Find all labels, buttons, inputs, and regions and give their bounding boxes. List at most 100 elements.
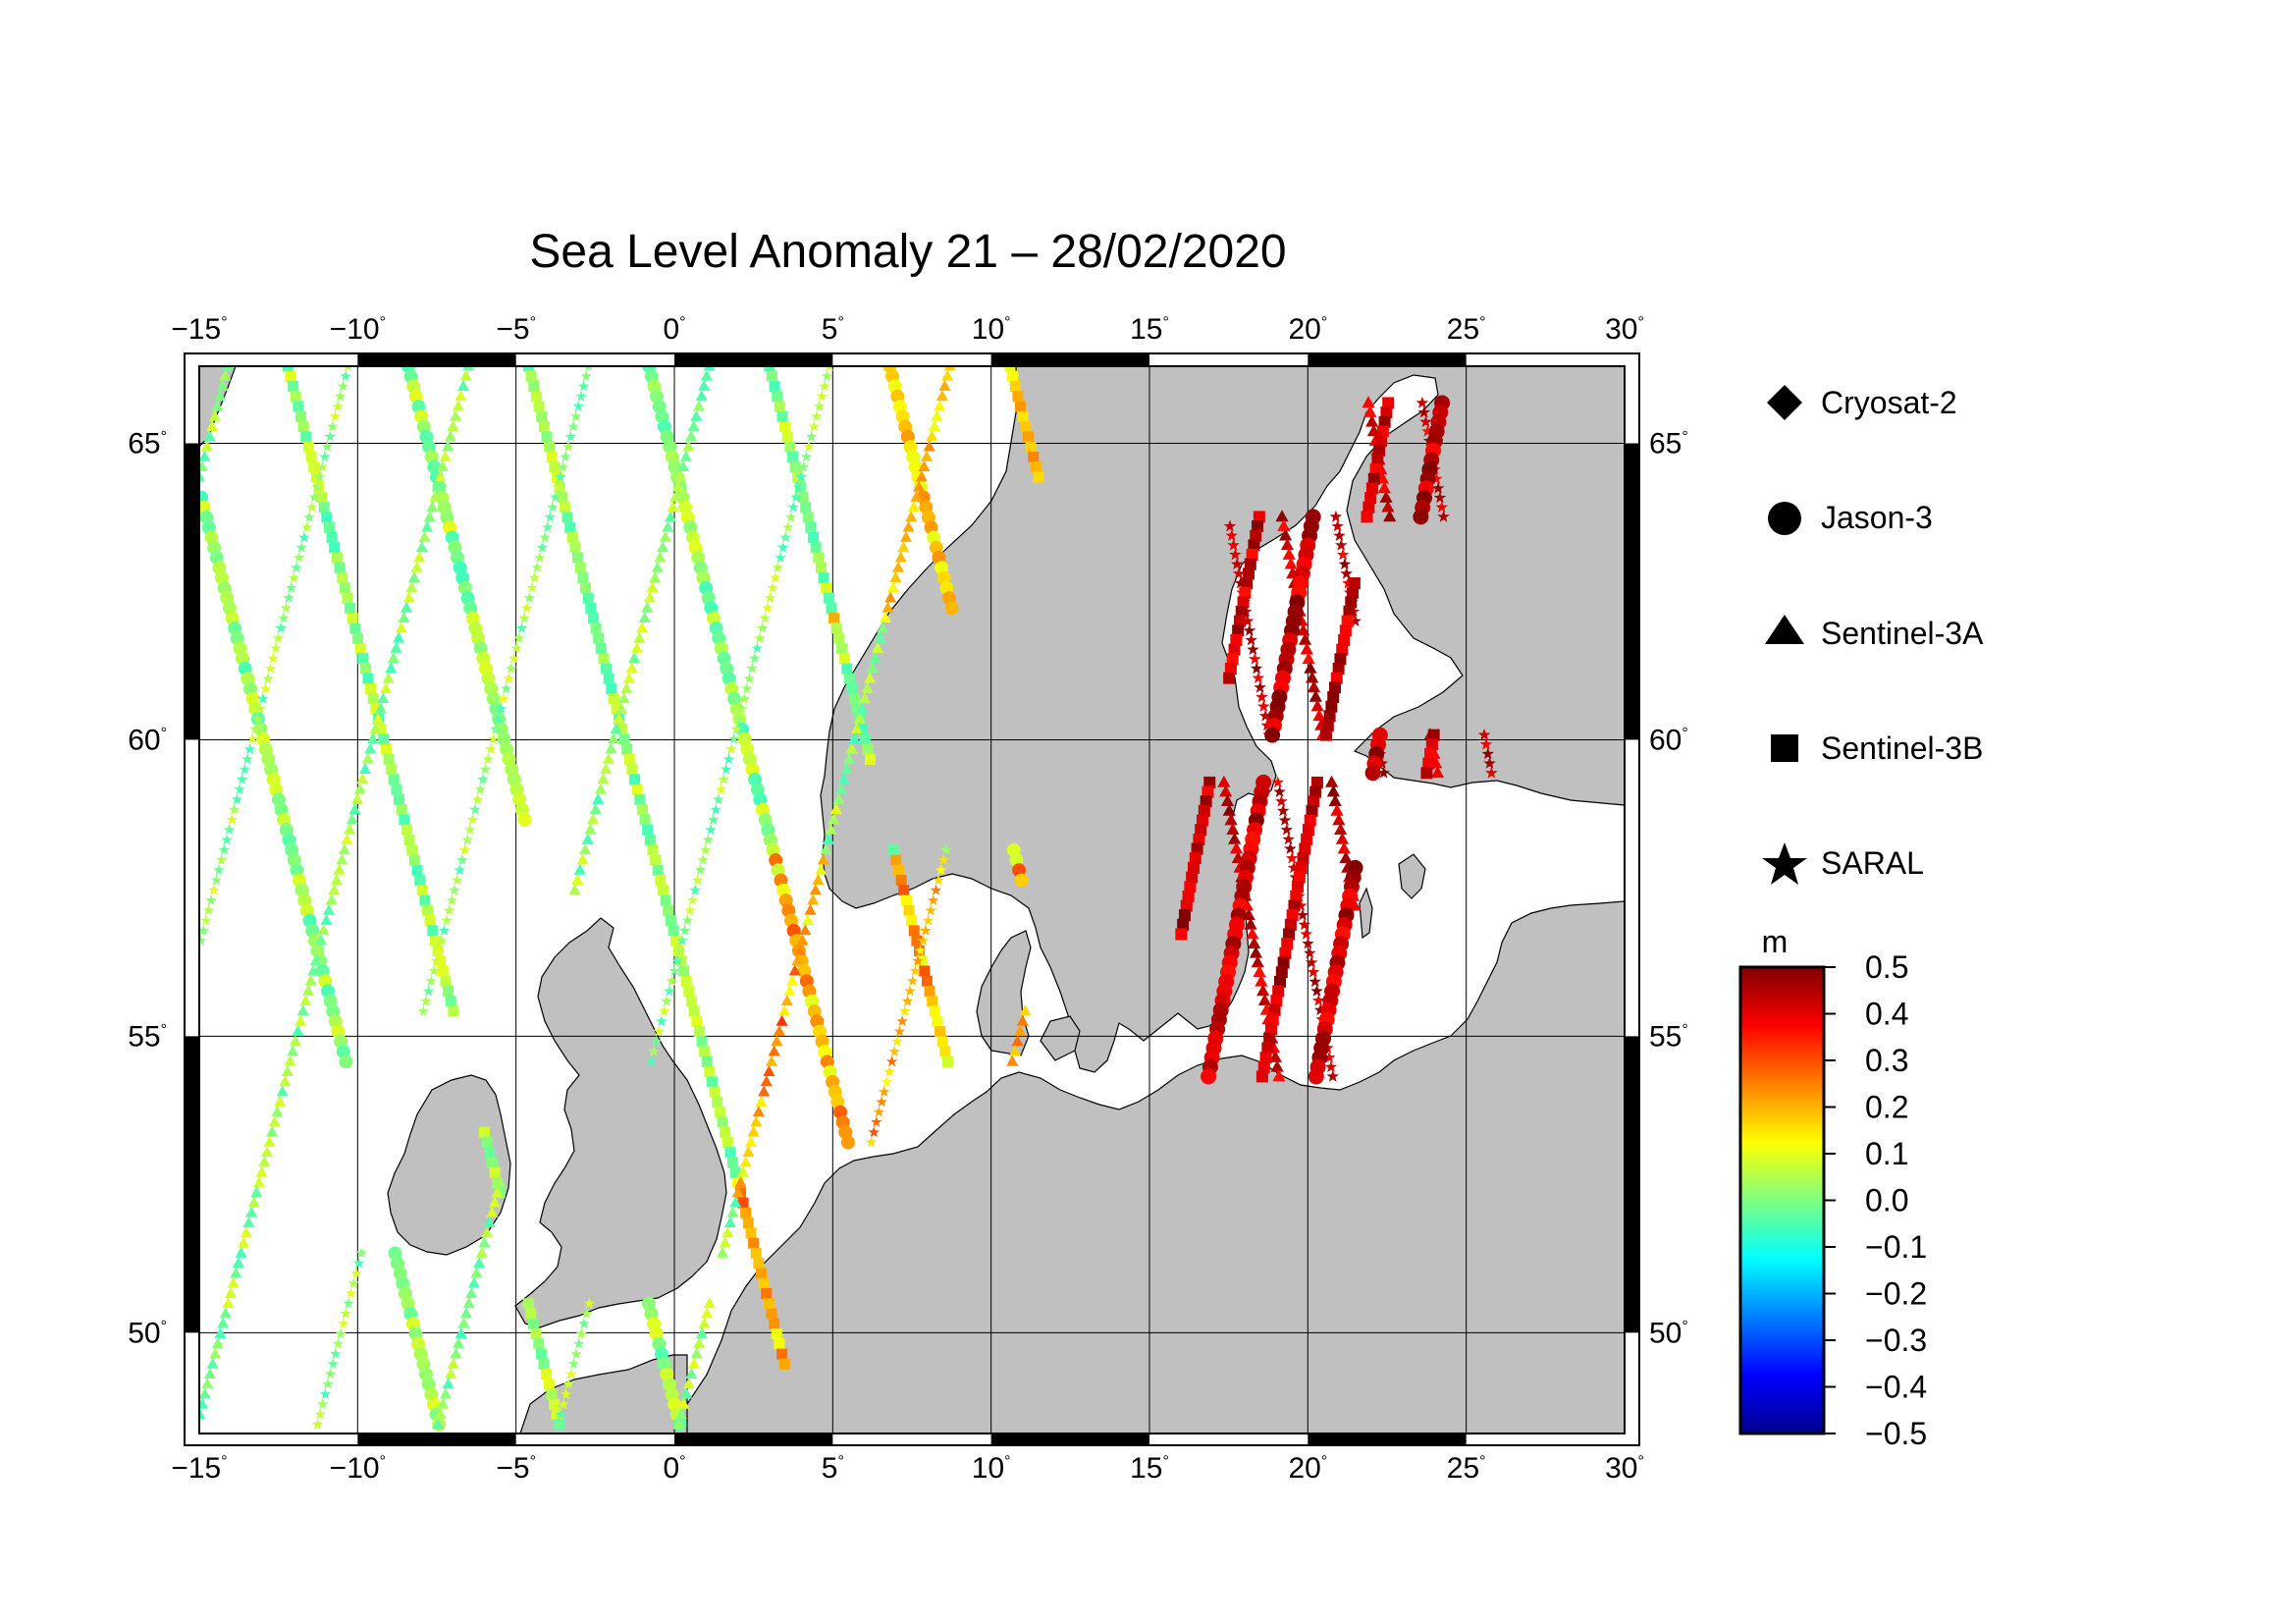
track-point (203, 430, 216, 442)
lon-label-bottom: 30° (1605, 1452, 1644, 1485)
track-point (601, 663, 613, 675)
track-point (921, 975, 933, 987)
track-point (638, 612, 651, 623)
track-point (332, 1337, 345, 1349)
track-point (1019, 1004, 1032, 1016)
track-point (199, 1397, 209, 1409)
track-point (1279, 947, 1292, 959)
track-point (1217, 775, 1231, 787)
track-point (1014, 1024, 1027, 1036)
track-point (685, 1368, 698, 1380)
track-point (383, 753, 395, 765)
track-point (1308, 975, 1321, 988)
frame-bar-top (1308, 353, 1467, 366)
triangle-icon (1765, 615, 1804, 644)
track-point (718, 773, 729, 784)
track-point (1228, 643, 1241, 656)
track-point (766, 1308, 777, 1320)
track-point (1382, 397, 1395, 409)
track-point (762, 602, 774, 614)
track-point (764, 592, 776, 603)
track-point (350, 1267, 362, 1278)
track-point (447, 1357, 459, 1369)
track-point (1340, 567, 1353, 579)
track-point (938, 379, 951, 391)
track-point (733, 713, 745, 725)
track-point (760, 1075, 773, 1087)
track-point (816, 390, 828, 402)
graticule (199, 366, 1625, 1434)
track-point (356, 773, 369, 784)
track-point (517, 812, 532, 827)
track-point (876, 1096, 887, 1108)
track-point (1237, 596, 1250, 609)
track-point (777, 541, 789, 553)
track-point (542, 521, 554, 533)
track-point (618, 733, 630, 745)
track-point (216, 379, 229, 391)
track-point (589, 803, 602, 815)
track-point (1017, 410, 1029, 422)
circle-icon (1768, 502, 1801, 535)
track-point (633, 631, 646, 643)
track-point (1232, 624, 1245, 637)
lon-label-bottom: −10° (330, 1452, 386, 1485)
track-point (874, 631, 886, 643)
track-point (522, 1298, 534, 1310)
track-point (801, 914, 814, 926)
track-point (400, 601, 413, 613)
track-point (610, 722, 622, 733)
track-point (1257, 993, 1272, 1005)
track-point (1296, 908, 1309, 921)
frame-bar-right (1625, 1036, 1639, 1333)
track-point (868, 1126, 880, 1138)
track-point (533, 401, 545, 412)
track-point (810, 542, 822, 554)
track-point (498, 692, 509, 704)
track-point (713, 793, 724, 805)
track-point (380, 743, 392, 755)
track-point (335, 390, 347, 402)
track-point (318, 502, 330, 514)
track-point (454, 1326, 467, 1338)
track-point (385, 662, 398, 674)
track-point (818, 572, 829, 584)
track-point (297, 421, 309, 433)
track-point (743, 673, 756, 684)
colorbar-tick-label: 0.2 (1865, 1090, 1908, 1125)
track-point (631, 784, 643, 795)
track-point (518, 612, 530, 623)
track-point (864, 753, 876, 765)
track-point (685, 996, 697, 1007)
track-point (1437, 510, 1450, 522)
track-point (729, 1196, 742, 1208)
track-point (693, 1337, 706, 1349)
track-point (369, 722, 382, 733)
track-point (784, 441, 796, 453)
track-point (296, 1004, 309, 1016)
track-point (1338, 558, 1352, 569)
track-point (1342, 576, 1355, 589)
track-point (471, 793, 484, 805)
track-point (701, 1055, 713, 1067)
track-point (507, 652, 520, 664)
track-point (889, 570, 902, 582)
track-point (312, 944, 325, 955)
track-point (695, 1326, 709, 1338)
track-point (410, 561, 423, 572)
track-point (292, 1024, 304, 1036)
track-point (1224, 813, 1238, 826)
track-point (444, 430, 456, 442)
track-point (800, 451, 813, 462)
track-point (575, 390, 587, 402)
track-point (1284, 842, 1297, 854)
track-point (250, 1186, 263, 1198)
track-point (418, 530, 431, 542)
lon-label-bottom: 0° (663, 1452, 685, 1485)
track-point (608, 693, 619, 705)
colorbar-tick-label: 0.0 (1865, 1183, 1908, 1218)
track-point (337, 380, 349, 392)
track-point (528, 381, 540, 393)
track-point (1329, 510, 1343, 522)
